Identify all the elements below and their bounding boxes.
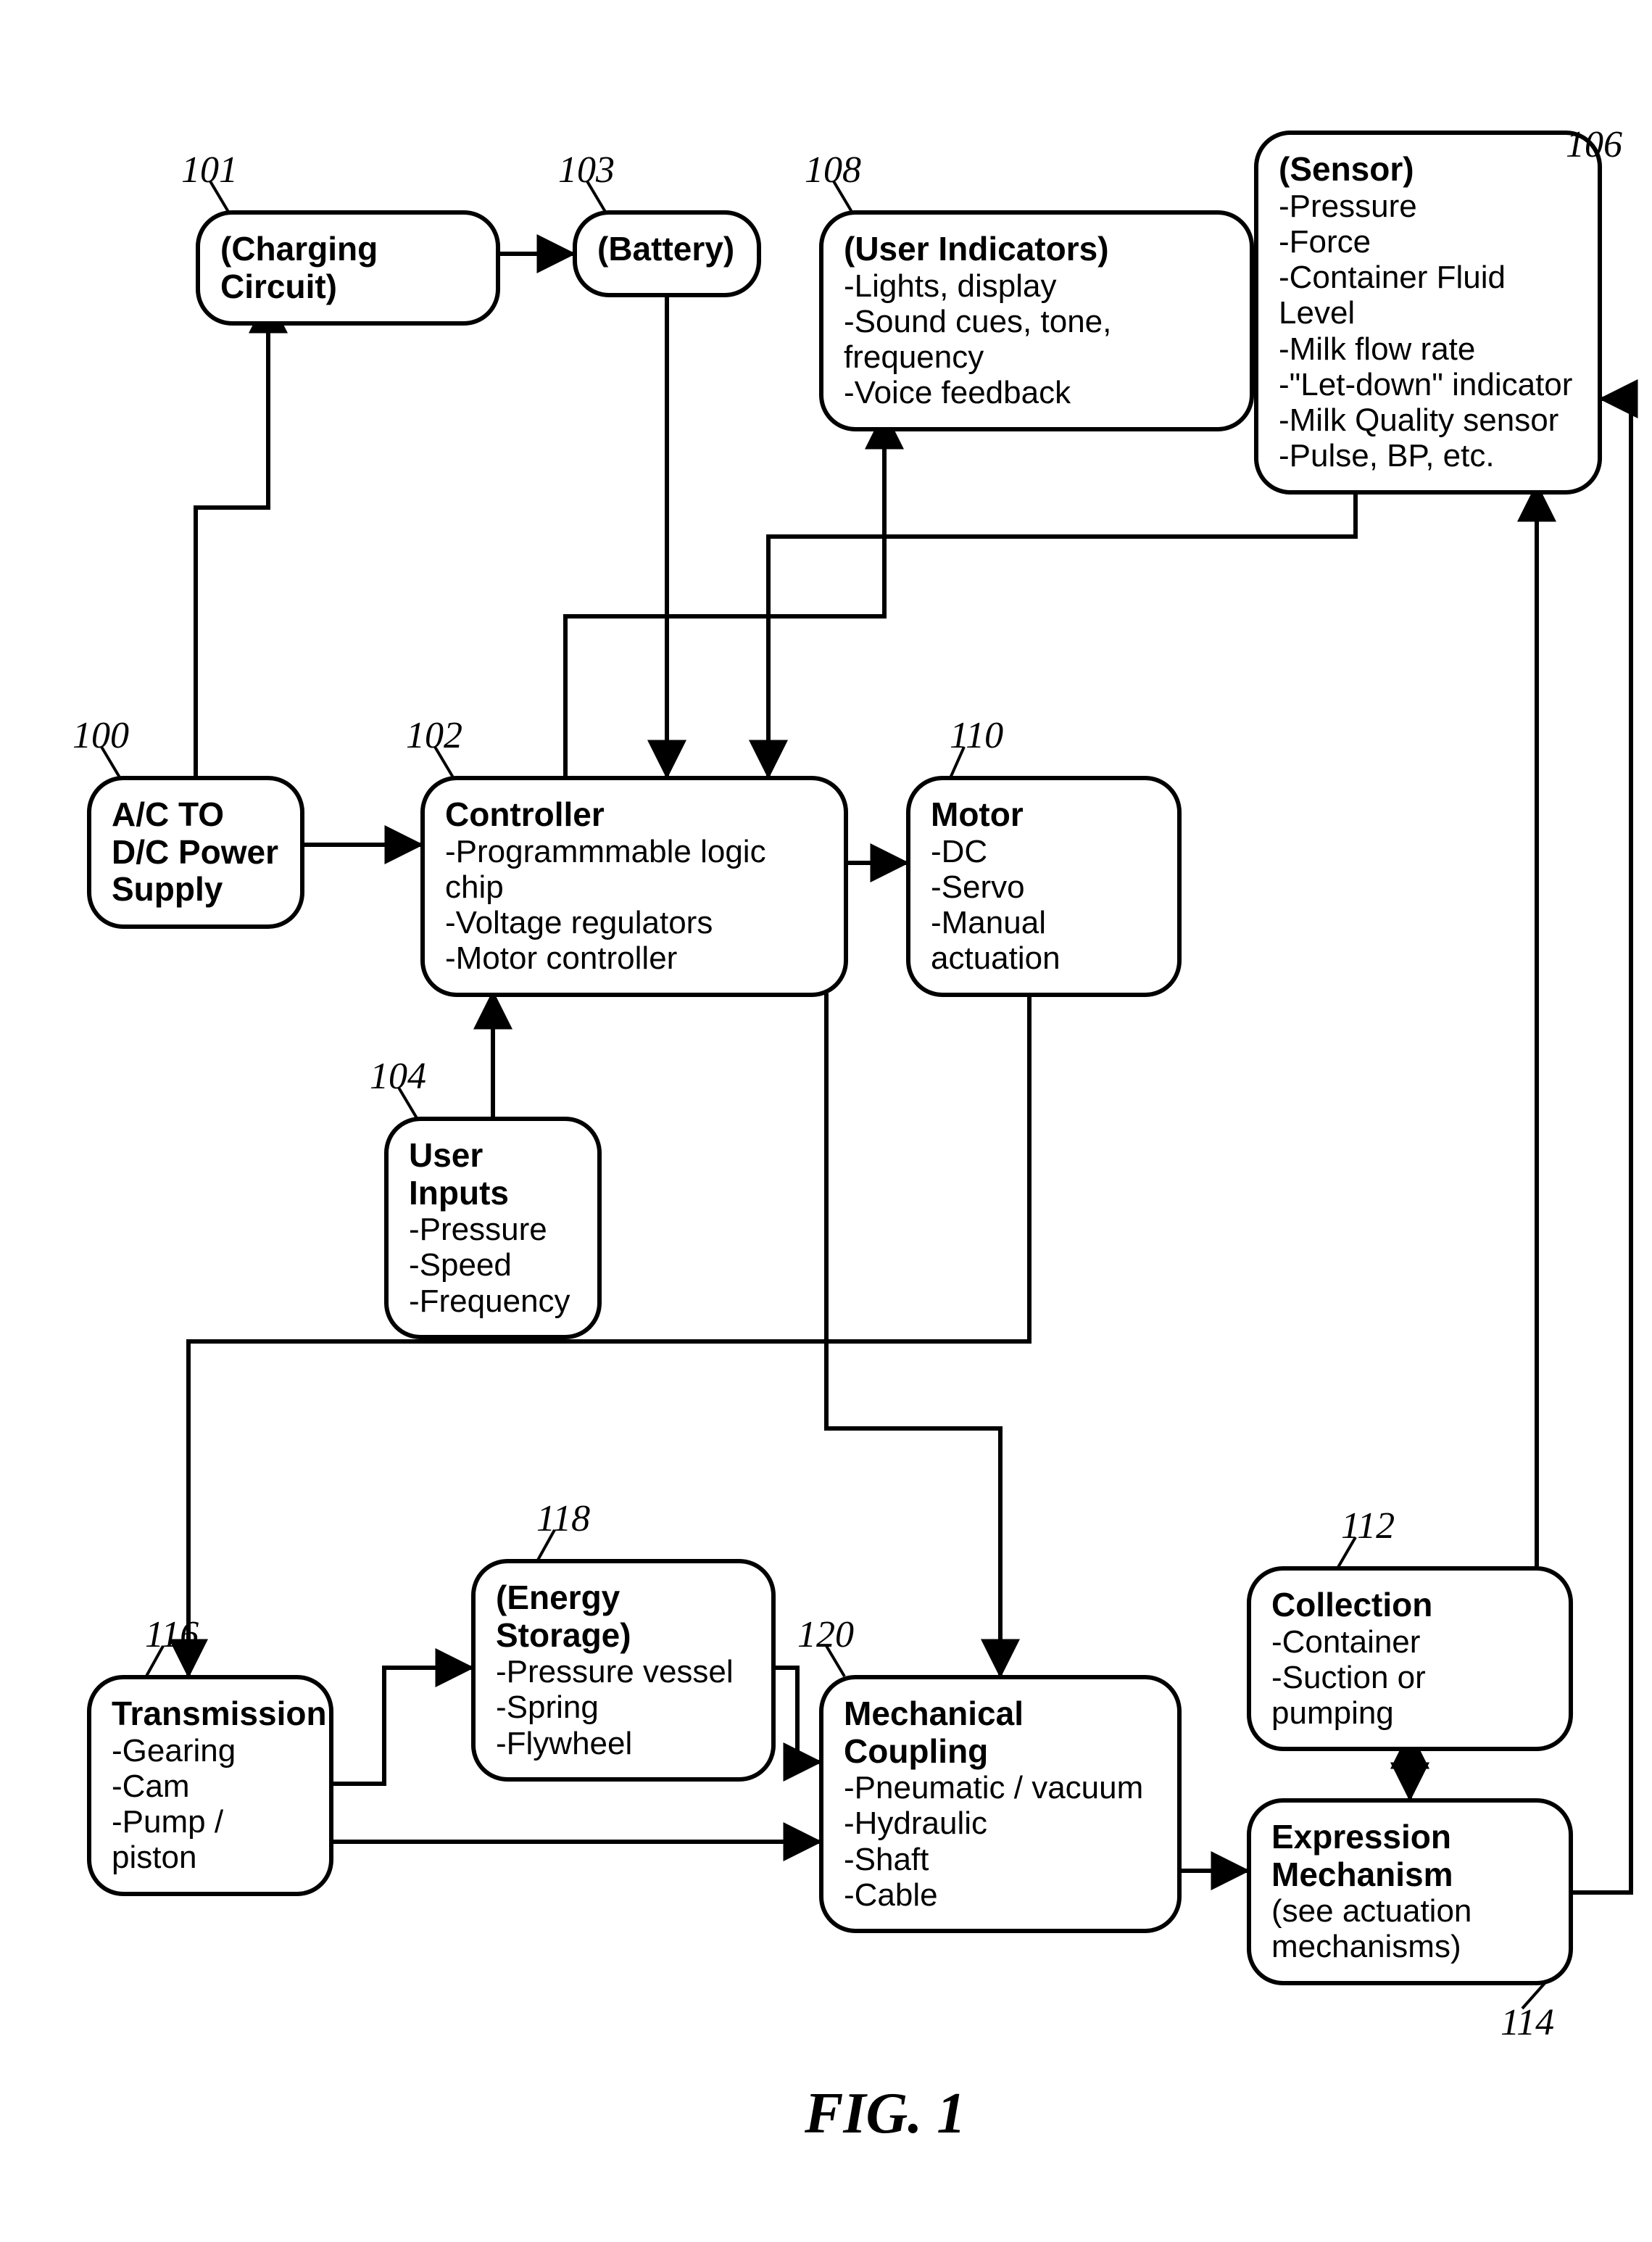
connector-ui-ctl: [565, 413, 884, 776]
figure-label: FIG. 1: [805, 2081, 966, 2147]
title: (Charging Circuit): [220, 231, 476, 305]
item: -Pressure: [1279, 189, 1577, 224]
item: -Manual actuation: [931, 905, 1157, 977]
item: -Servo: [931, 869, 1157, 905]
item: -Container Fluid Level: [1279, 260, 1577, 331]
ref-label: 102: [406, 714, 462, 757]
title: A/C TO D/C Power Supply: [112, 796, 280, 909]
item: -Flywheel: [496, 1726, 751, 1761]
node-energy-storage: (Energy Storage) -Pressure vessel -Sprin…: [471, 1559, 776, 1782]
item: -Suction or pumping: [1271, 1660, 1548, 1732]
node-charging-circuit: (Charging Circuit): [196, 210, 500, 326]
item: -Spring: [496, 1689, 751, 1725]
item: -Pressure vessel: [496, 1654, 751, 1689]
connector-snr-exp: [1573, 399, 1631, 1893]
title: Collection: [1271, 1587, 1548, 1624]
ref-label: 118: [536, 1497, 590, 1540]
title: (User Indicators): [844, 231, 1229, 268]
title: User Inputs: [409, 1137, 577, 1212]
item: -Pneumatic / vacuum: [844, 1770, 1157, 1805]
item: -Container: [1271, 1624, 1548, 1660]
item: -DC: [931, 834, 1157, 869]
ref-label: 106: [1566, 123, 1622, 166]
node-motor: Motor -DC -Servo -Manual actuation: [906, 776, 1182, 997]
node-collection: Collection -Container -Suction or pumpin…: [1247, 1566, 1573, 1751]
connector-es-mech: [776, 1668, 819, 1762]
item: -"Let-down" indicator: [1279, 367, 1577, 402]
node-user-inputs: User Inputs -Pressure -Speed -Frequency: [384, 1117, 602, 1339]
title: Transmission: [112, 1695, 309, 1733]
title: (Sensor): [1279, 151, 1577, 189]
item: -Voice feedback: [844, 375, 1229, 410]
ref-label: 120: [797, 1613, 854, 1656]
node-power-supply: A/C TO D/C Power Supply: [87, 776, 304, 929]
ref-label: 104: [370, 1055, 426, 1098]
connector-snr-ctl: [768, 486, 1356, 776]
title: Expression Mechanism: [1271, 1819, 1548, 1893]
item: -Milk Quality sensor: [1279, 402, 1577, 438]
item: -Voltage regulators: [445, 905, 823, 940]
ref-label: 114: [1501, 2001, 1554, 2044]
node-battery: (Battery): [573, 210, 761, 297]
node-sensor: (Sensor) -Pressure -Force -Container Flu…: [1254, 131, 1602, 495]
item: -Pressure: [409, 1212, 577, 1247]
title: Motor: [931, 796, 1157, 834]
connector-pwr-chg: [196, 297, 268, 783]
item: -Pump / piston: [112, 1804, 309, 1876]
item: -Cable: [844, 1877, 1157, 1913]
item: -Shaft: [844, 1842, 1157, 1877]
ref-label: 110: [950, 714, 1003, 757]
node-mechanical-coupling: Mechanical Coupling -Pneumatic / vacuum …: [819, 1675, 1182, 1933]
item: -Force: [1279, 224, 1577, 260]
node-controller: Controller -Programmmable logic chip -Vo…: [420, 776, 848, 997]
item: -Cam: [112, 1769, 309, 1804]
item: -Programmmable logic chip: [445, 834, 823, 906]
ref-label: 101: [181, 149, 238, 191]
title: (Energy Storage): [496, 1579, 751, 1654]
item: -Pulse, BP, etc.: [1279, 438, 1577, 473]
node-user-indicators: (User Indicators) -Lights, display -Soun…: [819, 210, 1254, 431]
ref-label: 100: [72, 714, 129, 757]
title: Mechanical Coupling: [844, 1695, 1157, 1770]
item: -Hydraulic: [844, 1805, 1157, 1841]
ref-label: 116: [145, 1613, 199, 1656]
item: -Gearing: [112, 1733, 309, 1769]
node-transmission: Transmission -Gearing -Cam -Pump / pisto…: [87, 1675, 333, 1896]
connector-ctl-mech: [826, 993, 1000, 1675]
ref-label: 108: [805, 149, 861, 191]
connector-trn-es: [333, 1668, 471, 1784]
ref-label: 112: [1341, 1505, 1395, 1547]
item: -Milk flow rate: [1279, 331, 1577, 367]
item: (see actuation mechanisms): [1271, 1893, 1548, 1965]
item: -Motor controller: [445, 940, 823, 976]
item: -Frequency: [409, 1283, 577, 1319]
item: -Sound cues, tone, frequency: [844, 304, 1229, 376]
node-expression-mechanism: Expression Mechanism (see actuation mech…: [1247, 1798, 1573, 1985]
ref-label: 103: [558, 149, 615, 191]
title: (Battery): [597, 231, 736, 268]
item: -Lights, display: [844, 268, 1229, 304]
title: Controller: [445, 796, 823, 834]
diagram-stage: A/C TO D/C Power Supply (Charging Circui…: [0, 0, 1652, 2242]
item: -Speed: [409, 1247, 577, 1283]
